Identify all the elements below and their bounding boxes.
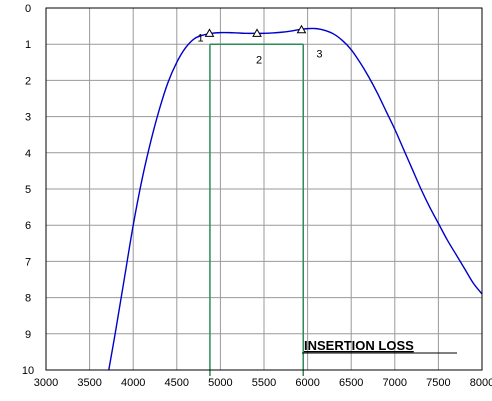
marker-triangle bbox=[252, 28, 262, 37]
chart-title: INSERTION LOSS bbox=[304, 338, 414, 353]
x-tick-label: 6500 bbox=[339, 377, 363, 389]
x-tick-label: 6000 bbox=[295, 377, 319, 389]
x-tick-label: 7000 bbox=[383, 377, 407, 389]
title-layer: INSERTION LOSS bbox=[302, 338, 457, 354]
y-tick-label: 6 bbox=[25, 220, 31, 232]
tick-label-layer: 3000 3500 4000 4500 5000 5500 6000 6500 7000 7500… bbox=[22, 3, 492, 389]
x-tick-label: 3000 bbox=[34, 377, 58, 389]
y-tick-label: 4 bbox=[25, 148, 31, 160]
marker-layer: 1 2 3 bbox=[197, 24, 323, 66]
marker-label: 3 bbox=[316, 49, 322, 61]
marker-label: 1 bbox=[197, 32, 203, 44]
x-tick-label: 7500 bbox=[426, 377, 450, 389]
series-layer bbox=[108, 27, 483, 371]
marker-triangle bbox=[296, 24, 307, 34]
marker-label: 2 bbox=[256, 54, 262, 66]
x-tick-label: 4500 bbox=[165, 377, 189, 389]
y-tick-label: 5 bbox=[25, 184, 31, 196]
x-tick-label: 5000 bbox=[208, 377, 232, 389]
y-tick-label: 9 bbox=[25, 329, 31, 341]
insertion-loss-curve bbox=[108, 27, 483, 371]
x-tick-label: 5500 bbox=[252, 377, 276, 389]
y-tick-label: 8 bbox=[25, 293, 31, 305]
mask-layer bbox=[209, 43, 304, 376]
x-tick-label: 3500 bbox=[77, 377, 101, 389]
y-tick-label: 10 bbox=[22, 365, 34, 377]
y-tick-label: 3 bbox=[25, 112, 31, 124]
y-tick-label: 2 bbox=[25, 75, 31, 87]
x-tick-label: 8000 bbox=[470, 377, 492, 389]
grid-layer bbox=[45, 7, 483, 371]
x-tick-label: 4000 bbox=[121, 377, 145, 389]
y-tick-label: 0 bbox=[25, 3, 31, 15]
y-tick-label: 1 bbox=[25, 39, 31, 51]
marker-triangle bbox=[204, 28, 215, 37]
y-tick-label: 7 bbox=[25, 256, 31, 268]
plot-frame bbox=[45, 7, 483, 371]
